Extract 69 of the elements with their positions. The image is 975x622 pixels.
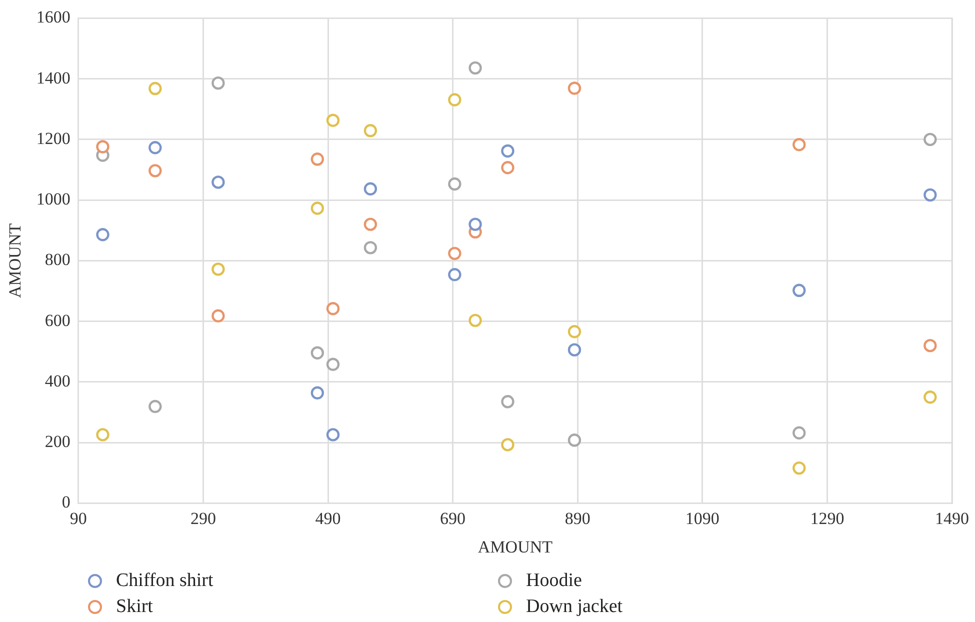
point: [448, 246, 462, 260]
x-tick-label: 290: [190, 508, 216, 528]
y-tick-label: 600: [44, 310, 70, 330]
legend-label: Skirt: [116, 596, 153, 618]
point: [364, 218, 378, 231]
legend-label: Chiffon shirt: [116, 570, 214, 592]
point: [468, 314, 482, 328]
point: [96, 428, 110, 442]
x-tick-label: 890: [564, 508, 590, 528]
point: [96, 228, 110, 242]
x-tick-label: 1090: [685, 508, 720, 528]
point: [501, 144, 514, 158]
point: [468, 218, 482, 231]
point: [568, 82, 582, 95]
legend-label: Hoodie: [526, 570, 582, 592]
point: [792, 426, 806, 440]
point: [568, 325, 582, 338]
point: [326, 428, 340, 442]
x-tick-label: 490: [315, 508, 341, 528]
point: [501, 438, 514, 452]
y-tick-label: 1400: [36, 68, 70, 88]
point: [326, 114, 340, 127]
point: [148, 164, 162, 178]
point: [212, 76, 225, 90]
x-tick-label: 90: [70, 508, 87, 528]
point: [448, 93, 462, 106]
point: [924, 188, 937, 202]
point: [326, 358, 340, 371]
point: [148, 82, 162, 96]
y-tick-label: 200: [44, 432, 70, 452]
point: [96, 140, 110, 154]
point: [212, 262, 225, 276]
point: [501, 395, 514, 408]
point: [924, 390, 937, 404]
point: [364, 182, 378, 196]
point: [326, 302, 340, 316]
y-tick-label: 400: [44, 371, 70, 390]
point: [310, 386, 324, 400]
point: [448, 177, 462, 191]
point: [568, 343, 582, 356]
point: [501, 161, 514, 174]
x-tick-label: 690: [440, 508, 466, 528]
point: [924, 338, 937, 352]
point: [310, 152, 324, 166]
point: [148, 400, 162, 414]
point: [792, 461, 806, 475]
y-axis-title: AMOUNT: [6, 222, 25, 298]
point: [310, 202, 324, 215]
y-tick-label: 1000: [36, 190, 70, 209]
legend-label: Down jacket: [526, 596, 623, 618]
point: [448, 268, 462, 282]
point: [364, 124, 378, 138]
point: [924, 132, 937, 146]
y-tick-label: 800: [44, 250, 70, 270]
point: [148, 141, 162, 154]
point: [792, 284, 806, 298]
y-tick-label: 1200: [36, 128, 70, 148]
x-axis-title: AMOUNT: [478, 537, 554, 556]
point: [364, 241, 378, 254]
y-tick-label: 1600: [36, 8, 70, 27]
point: [792, 138, 806, 152]
x-tick-label: 1490: [935, 508, 969, 528]
point: [568, 434, 582, 447]
point: [310, 346, 324, 360]
point: [468, 61, 482, 75]
y-tick-label: 0: [62, 492, 70, 512]
x-tick-label: 1290: [810, 508, 844, 528]
point: [212, 309, 225, 322]
point: [212, 176, 225, 189]
